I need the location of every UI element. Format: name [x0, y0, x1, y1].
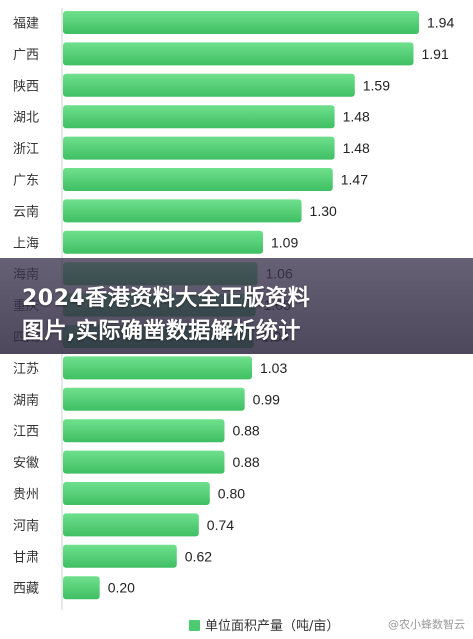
value-label: 0.20 [108, 580, 135, 596]
bar [63, 230, 264, 254]
value-label: 0.99 [253, 391, 280, 407]
category-label: 湖北 [13, 111, 39, 126]
value-label: 0.62 [185, 548, 212, 564]
bar [63, 387, 245, 411]
bar [63, 576, 100, 600]
value-label: 1.30 [310, 203, 337, 219]
bar [63, 482, 210, 505]
category-label: 安徽 [13, 456, 39, 471]
bar [63, 168, 333, 191]
category-label: 贵州 [13, 488, 39, 503]
bar [63, 73, 355, 97]
value-label: 1.09 [271, 234, 298, 250]
value-label: 1.48 [343, 109, 370, 125]
bar [63, 513, 199, 537]
category-label: 甘肃 [13, 550, 39, 565]
overlay-banner: 2024香港资料大全正版资料 图片,实际确凿数据解析统计 [0, 258, 473, 354]
value-label: 1.03 [260, 360, 287, 376]
banner-line-1: 2024香港资料大全正版资料 [22, 286, 311, 311]
value-label: 1.59 [363, 77, 390, 93]
value-label: 0.74 [207, 517, 234, 533]
legend-label: 单位面积产量（吨/亩） [205, 618, 339, 634]
value-label: 1.48 [343, 140, 370, 156]
category-label: 西藏 [13, 582, 39, 597]
bar [63, 11, 419, 34]
category-label: 上海 [13, 236, 39, 251]
value-label: 1.94 [427, 15, 454, 31]
banner-line-2: 图片,实际确凿数据解析统计 [22, 319, 301, 344]
bar [63, 544, 177, 568]
value-label: 0.88 [232, 423, 259, 439]
legend: 单位面积产量（吨/亩） [189, 618, 339, 634]
category-label: 福建 [13, 17, 39, 32]
value-label: 1.47 [341, 172, 368, 188]
value-label: 0.88 [232, 454, 259, 470]
bar [63, 136, 335, 160]
category-label: 江西 [13, 425, 39, 440]
bar [63, 105, 335, 129]
bar [63, 42, 414, 66]
category-label: 江苏 [13, 361, 39, 377]
category-label: 湖南 [13, 392, 39, 408]
category-label: 广西 [13, 48, 39, 63]
value-label: 1.91 [421, 46, 448, 62]
watermark: @农小蜂数智云 [388, 618, 465, 631]
category-label: 陕西 [13, 79, 39, 94]
bar [63, 419, 225, 443]
category-label: 浙江 [13, 142, 39, 157]
category-label: 云南 [13, 204, 39, 220]
legend-swatch [189, 620, 200, 631]
value-label: 0.80 [218, 486, 245, 502]
bar [63, 356, 253, 380]
bar [63, 450, 225, 474]
bar [63, 199, 302, 223]
category-label: 广东 [13, 174, 39, 189]
category-label: 河南 [13, 518, 39, 534]
